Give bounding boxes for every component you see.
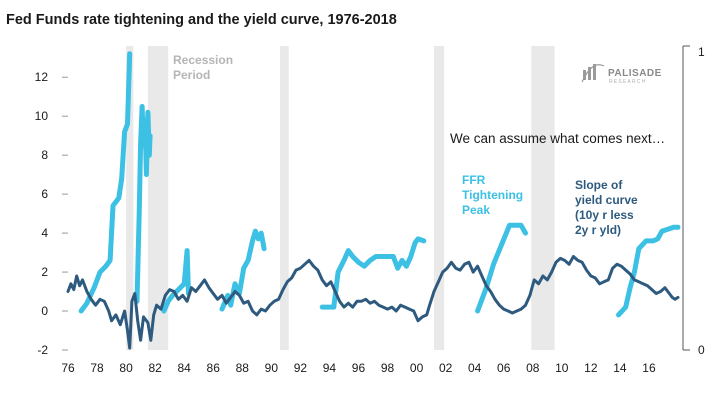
recession-band bbox=[280, 46, 289, 350]
x-tick-label: 08 bbox=[526, 361, 540, 375]
x-tick-label: 88 bbox=[236, 361, 250, 375]
slope-label: Slope of yield curve (10y r less 2y r yl… bbox=[575, 178, 638, 237]
ffr-series-line bbox=[219, 228, 267, 312]
series bbox=[66, 51, 681, 350]
x-tick-label: 78 bbox=[90, 361, 104, 375]
recession-label-line-2: Period bbox=[173, 68, 210, 82]
y-tick-label: 6 bbox=[41, 187, 48, 201]
y-tick-label: 10 bbox=[35, 109, 49, 123]
x-tick-label: 76 bbox=[61, 361, 75, 375]
recession-label-line-1: Recession bbox=[173, 53, 233, 67]
y-tick-label: 4 bbox=[41, 226, 48, 240]
x-tick-label: 06 bbox=[497, 361, 511, 375]
logo-icon bbox=[581, 64, 605, 83]
x-tick-label: 02 bbox=[439, 361, 453, 375]
logo-text: PALISADE bbox=[608, 68, 662, 79]
recession-label: Recession Period bbox=[173, 53, 233, 82]
x-tick-label: 12 bbox=[584, 361, 598, 375]
ffr-series-line bbox=[475, 222, 528, 314]
x-tick-label: 00 bbox=[410, 361, 424, 375]
palisade-logo: PALISADE RESEARCH bbox=[581, 64, 662, 85]
x-tick-label: 94 bbox=[323, 361, 337, 375]
y-tick-label: 8 bbox=[41, 148, 48, 162]
recession-band bbox=[147, 46, 169, 350]
annotation-note: We can assume what comes next… bbox=[450, 131, 665, 146]
ffr-label: FFR Tightening Peak bbox=[462, 173, 523, 217]
x-tick-label: 90 bbox=[265, 361, 279, 375]
x-tick-label: 96 bbox=[352, 361, 366, 375]
chart-title: Fed Funds rate tightening and the yield … bbox=[6, 12, 397, 28]
x-tick-label: 84 bbox=[178, 361, 192, 375]
x-tick-label: 04 bbox=[468, 361, 482, 375]
recession-band bbox=[531, 46, 555, 350]
ffr-series-line bbox=[616, 224, 681, 318]
x-tick-label: 16 bbox=[642, 361, 656, 375]
ffr-label-line-2: Tightening bbox=[462, 188, 523, 202]
logo-subtext: RESEARCH bbox=[609, 79, 646, 85]
ffr-label-line-1: FFR bbox=[462, 173, 486, 187]
slope-label-line-3: (10y r less bbox=[575, 208, 634, 222]
x-tick-label: 98 bbox=[381, 361, 395, 375]
x-tick-label: 86 bbox=[207, 361, 221, 375]
ffr-series-line bbox=[319, 236, 427, 310]
y-tick-label: 2 bbox=[41, 265, 48, 279]
y-tick-label: -2 bbox=[37, 343, 48, 357]
y-tick-label: 12 bbox=[35, 70, 49, 84]
slope-label-line-2: yield curve bbox=[575, 193, 638, 207]
recession-band bbox=[434, 46, 445, 350]
recession-bands bbox=[126, 46, 555, 350]
right-tick-label: 1 bbox=[698, 45, 705, 59]
ffr-series-line bbox=[134, 104, 153, 304]
slope-label-line-4: 2y r yld) bbox=[575, 223, 621, 237]
x-tick-label: 92 bbox=[294, 361, 308, 375]
right-tick-label: 0 bbox=[698, 343, 705, 357]
ffr-series-line bbox=[78, 51, 133, 314]
slope-series-line bbox=[66, 255, 680, 350]
y-tick-label: 0 bbox=[41, 304, 48, 318]
x-tick-label: 14 bbox=[613, 361, 627, 375]
x-tick-label: 80 bbox=[119, 361, 133, 375]
x-tick-label: 82 bbox=[148, 361, 162, 375]
ffr-series-line bbox=[161, 248, 191, 314]
recession-band bbox=[126, 46, 134, 350]
x-tick-label: 10 bbox=[555, 361, 569, 375]
slope-label-line-1: Slope of bbox=[575, 178, 623, 192]
ffr-label-line-3: Peak bbox=[462, 203, 490, 217]
